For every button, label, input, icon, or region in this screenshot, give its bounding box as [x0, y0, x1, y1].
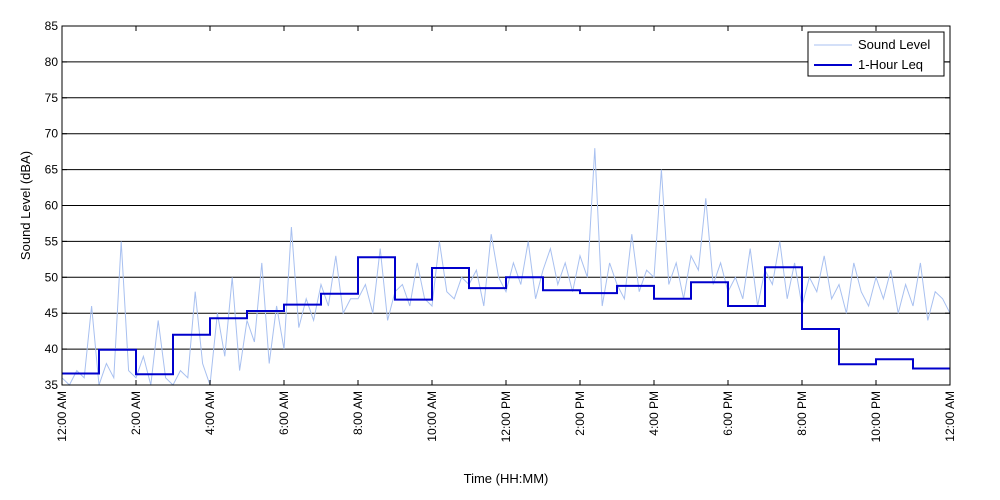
- y-tick-label: 60: [45, 199, 59, 213]
- x-tick-label: 12:00 AM: [55, 391, 69, 442]
- x-axis-title: Time (HH:MM): [464, 471, 549, 486]
- x-axis: 12:00 AM 2:00 AM 4:00 AM 6:00 AM 8:00 AM 10:0…: [55, 26, 957, 442]
- legend-label-1-hour-leq: 1-Hour Leq: [858, 57, 923, 72]
- x-tick-label: 12:00 PM: [499, 391, 513, 442]
- legend: Sound Level 1-Hour Leq: [807, 31, 945, 77]
- legend-box: [807, 31, 945, 77]
- y-axis-title: Sound Level (dBA): [18, 151, 33, 260]
- legend-label-sound-level: Sound Level: [858, 37, 930, 52]
- x-tick-label: 10:00 PM: [869, 391, 883, 442]
- x-tick-label: 12:00 AM: [943, 391, 957, 442]
- x-tick-label: 8:00 PM: [795, 391, 809, 436]
- y-tick-label: 40: [45, 342, 59, 356]
- x-tick-label: 8:00 AM: [351, 391, 365, 435]
- one-hour-leq-series: [62, 256, 950, 376]
- y-tick-label: 80: [45, 55, 59, 69]
- y-tick-label: 85: [45, 19, 59, 33]
- y-tick-label: 65: [45, 163, 59, 177]
- y-tick-label: 70: [45, 127, 59, 141]
- x-tick-label: 10:00 AM: [425, 391, 439, 442]
- y-tick-label: 35: [45, 378, 59, 392]
- y-tick-label: 75: [45, 91, 59, 105]
- x-tick-label: 2:00 AM: [129, 391, 143, 435]
- y-axis: 35 40 45 50 55 60 65 70 75 80 85: [45, 19, 950, 392]
- x-tick-label: 2:00 PM: [573, 391, 587, 436]
- x-tick-label: 6:00 PM: [721, 391, 735, 436]
- x-tick-label: 4:00 AM: [203, 391, 217, 435]
- x-tick-label: 4:00 PM: [647, 391, 661, 436]
- y-tick-label: 55: [45, 234, 59, 248]
- y-tick-label: 45: [45, 306, 59, 320]
- y-tick-label: 50: [45, 270, 59, 284]
- x-tick-label: 6:00 AM: [277, 391, 291, 435]
- one-hour-leq-line: [62, 256, 950, 376]
